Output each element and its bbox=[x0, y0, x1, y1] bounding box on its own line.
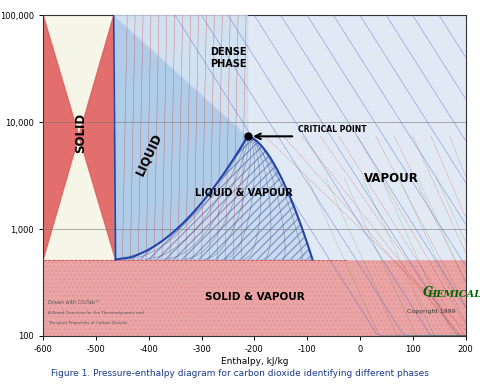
Polygon shape bbox=[43, 259, 466, 336]
Text: A Broad Overview for the Thermodynamic and: A Broad Overview for the Thermodynamic a… bbox=[48, 311, 144, 315]
Text: C: C bbox=[423, 286, 433, 299]
Text: Figure 1. Pressure-enthalpy diagram for carbon dioxide identifying different pha: Figure 1. Pressure-enthalpy diagram for … bbox=[51, 369, 429, 378]
Polygon shape bbox=[43, 15, 116, 259]
Text: CRITICAL POINT: CRITICAL POINT bbox=[298, 125, 366, 134]
Text: LIQUID & VAPOUR: LIQUID & VAPOUR bbox=[195, 188, 293, 198]
Text: HEMICALOGIC: HEMICALOGIC bbox=[428, 290, 480, 299]
Text: Drawn with CO₂Tab™: Drawn with CO₂Tab™ bbox=[48, 300, 100, 305]
Polygon shape bbox=[116, 136, 312, 259]
Polygon shape bbox=[114, 15, 248, 259]
Polygon shape bbox=[43, 259, 466, 336]
Text: SOLID & VAPOUR: SOLID & VAPOUR bbox=[204, 292, 304, 302]
Text: Copyright 1999: Copyright 1999 bbox=[407, 309, 456, 314]
Polygon shape bbox=[248, 15, 466, 259]
Text: SOLID: SOLID bbox=[73, 113, 87, 152]
Text: DENSE
PHASE: DENSE PHASE bbox=[210, 47, 246, 69]
X-axis label: Enthalpy, kJ/kg: Enthalpy, kJ/kg bbox=[221, 357, 288, 366]
Polygon shape bbox=[114, 15, 248, 136]
Text: Transport Properties of Carbon Dioxide: Transport Properties of Carbon Dioxide bbox=[48, 321, 128, 325]
Text: LIQUID: LIQUID bbox=[133, 131, 164, 178]
Text: VAPOUR: VAPOUR bbox=[364, 171, 419, 185]
